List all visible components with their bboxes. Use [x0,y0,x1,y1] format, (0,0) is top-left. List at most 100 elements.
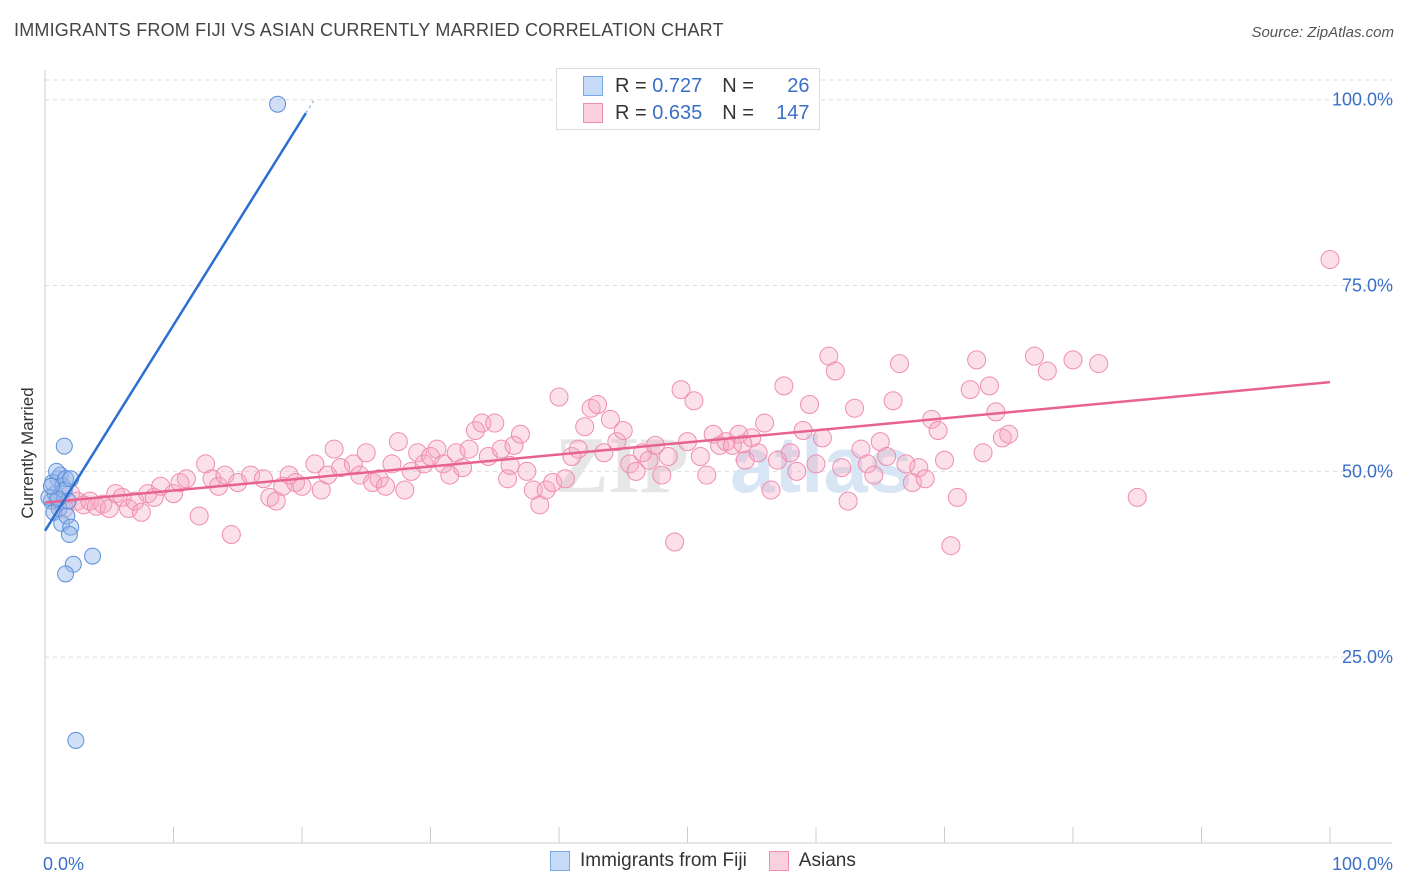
y-tick-label: 75.0% [1342,276,1393,296]
asians-point [947,487,967,507]
axes [44,70,1392,844]
asians-point [1063,350,1083,370]
asians-point [221,525,241,545]
asians-point [992,428,1012,448]
asians-point [883,391,903,411]
legend-r-label: R = [615,74,647,97]
legend-r-label: R = [615,101,647,124]
y-axis-label: Currently Married [18,387,37,519]
fiji-point [60,526,78,544]
asians-point [292,476,312,496]
asians-point [536,480,556,500]
asians-point [800,394,820,414]
asians-point [733,434,753,454]
asians-point [356,443,376,463]
fiji-point [48,462,66,480]
fiji-point [42,477,60,495]
asians-point [806,454,826,474]
asians-point [748,443,768,463]
fiji-point [67,731,85,749]
asians-point [1320,250,1340,270]
asians-point [999,424,1019,444]
asians-point [979,376,999,396]
correlation-legend: R = 0.727 N = 26 R = 0.635 N = 147 [556,68,820,130]
asians-point [857,454,877,474]
legend-r-value-asians: 0.635 [652,101,703,124]
asians-point [260,487,280,507]
asians-point [890,354,910,374]
asians-point [369,469,389,489]
asians-point [928,420,948,440]
fiji-trend-extension [305,100,315,114]
asians-point [388,432,408,452]
asians-point [119,499,139,519]
y-tick-label: 50.0% [1342,461,1393,481]
asians-point [658,447,678,466]
legend-label-fiji: Immigrants from Fiji [580,850,747,871]
asians-point [774,376,794,396]
asians-point [170,473,190,493]
asians-point [761,480,781,500]
asians-point [106,484,126,504]
legend-n-value-asians: 147 [776,101,810,124]
fiji-point [55,437,73,455]
asians-point [500,455,520,475]
asians-point [838,491,858,511]
asians-trend-line [44,380,1331,504]
asians-point [690,447,710,466]
asians-point [845,398,865,418]
asians-point [864,465,884,485]
asians-point [626,461,646,481]
asians-point [549,387,569,407]
fiji-trend-line [43,112,307,532]
asians-point [453,458,473,478]
asians-point [517,461,537,481]
asians-point [376,476,396,496]
watermark-zip: ZIP [555,422,688,510]
asians-point [485,413,505,433]
trend-lines [43,100,1331,532]
asians-point [594,443,614,463]
y-tick-label: 100.0% [1332,90,1393,110]
asians-point [877,447,897,466]
series-fiji [40,95,287,749]
legend-swatch-fiji [550,851,570,871]
legend-item-fiji: Immigrants from Fiji [550,850,747,872]
fiji-point [269,95,287,113]
asians-point [613,420,633,440]
asians-point [253,469,273,489]
legend-n-value-fiji: 26 [787,74,810,97]
asians-point [459,439,479,459]
asians-point [909,458,929,478]
asians-point [575,417,595,437]
asians-point [787,461,807,481]
asians-point [568,439,588,459]
asians-point [600,409,620,429]
asians-point [935,450,954,470]
asians-point [973,443,993,463]
legend-row-asians: R = 0.635 N = 147 [583,100,810,126]
fiji-point [58,507,76,525]
legend-item-asians: Asians [768,850,856,872]
legend-swatch-asians [583,103,603,123]
x-tick-label: 100.0% [1332,854,1393,874]
asians-point [408,443,428,463]
asians-point [780,443,800,463]
fiji-point [84,547,102,565]
asians-point [1089,354,1109,374]
asians-point [510,424,530,444]
asians-point [465,420,485,440]
asians-point [131,502,151,522]
asians-point [305,454,325,474]
asians-point [176,469,196,489]
asians-point [652,465,672,485]
series-asians [48,250,1340,556]
asians-point [588,394,608,414]
asians-point [722,435,742,455]
asians-point [684,391,704,411]
asians-point [607,432,627,452]
asians-point [665,532,685,552]
asians-point [825,361,845,381]
asians-point [812,428,832,448]
